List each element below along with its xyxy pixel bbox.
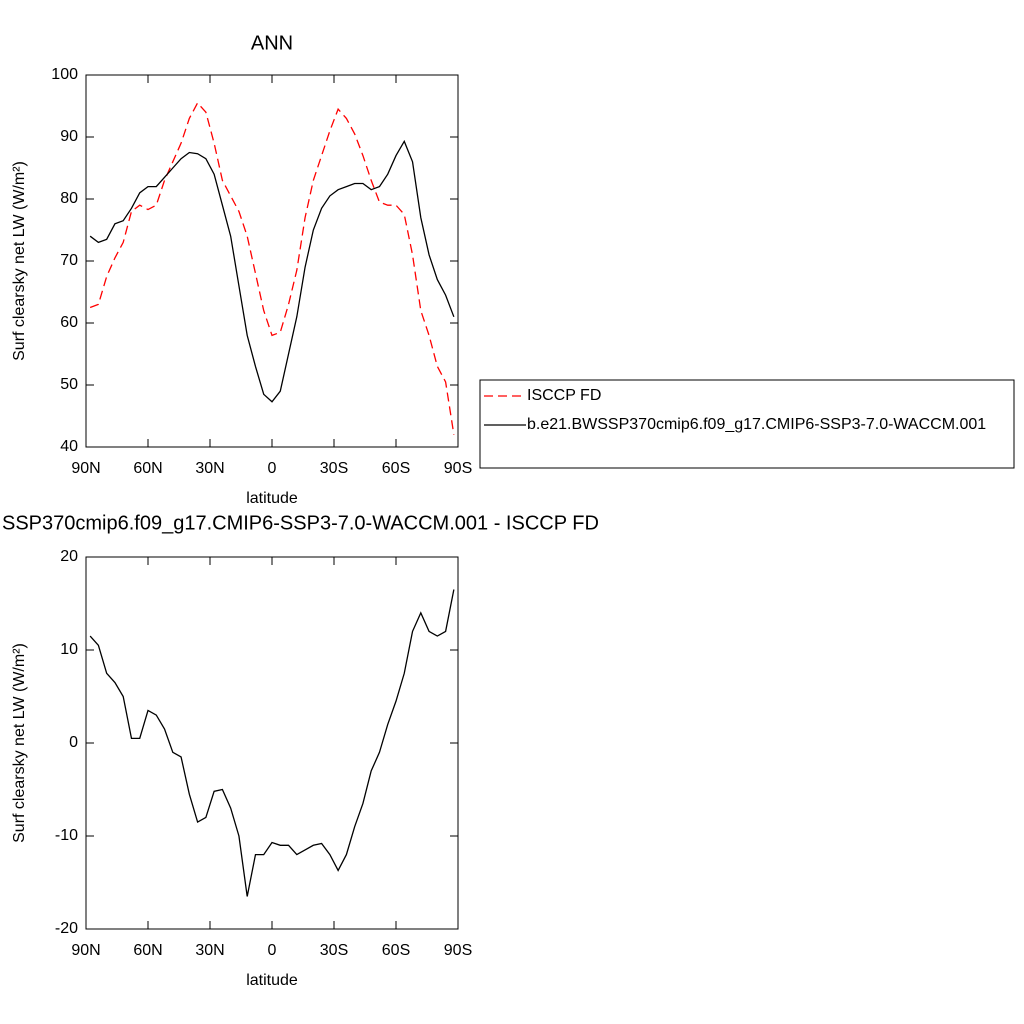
x-tick-label: 60N: [133, 460, 162, 477]
x-tick-label: 30S: [320, 460, 348, 477]
plot-frame: [85, 74, 459, 448]
x-tick-label: 0: [268, 942, 277, 959]
legend-label: ISCCP FD: [527, 387, 601, 404]
data-line: [89, 139, 455, 403]
data-line: [89, 101, 455, 435]
x-tick-label: 30S: [320, 942, 348, 959]
y-tick-label: -20: [55, 920, 78, 937]
x-tick-label: 90N: [71, 942, 100, 959]
y-tick-label: 60: [60, 314, 78, 331]
x-tick-label: 30N: [195, 942, 224, 959]
legend-label: b.e21.BWSSP370cmip6.f09_g17.CMIP6-SSP3-7…: [527, 416, 986, 433]
x-tick-label: 90S: [444, 460, 472, 477]
x-tick-label: 30N: [195, 460, 224, 477]
y-axis-label: Surf clearsky net LW (W/m²): [11, 643, 28, 843]
y-tick-label: -10: [55, 827, 78, 844]
y-tick-label: 20: [60, 548, 78, 565]
plot-frame: [85, 556, 459, 930]
y-tick-label: 70: [60, 252, 78, 269]
legend-box: [479, 379, 1015, 469]
x-axis-label: latitude: [246, 490, 298, 507]
chart-title: SSP370cmip6.f09_g17.CMIP6-SSP3-7.0-WACCM…: [2, 512, 599, 534]
x-tick-label: 90S: [444, 942, 472, 959]
y-tick-label: 90: [60, 128, 78, 145]
data-line: [89, 589, 455, 897]
x-tick-label: 60S: [382, 460, 410, 477]
y-tick-label: 40: [60, 438, 78, 455]
x-tick-label: 60S: [382, 942, 410, 959]
y-tick-label: 50: [60, 376, 78, 393]
y-tick-label: 10: [60, 641, 78, 658]
y-tick-label: 100: [51, 66, 78, 83]
y-tick-label: 0: [69, 734, 78, 751]
x-tick-label: 90N: [71, 460, 100, 477]
x-axis-label: latitude: [246, 972, 298, 989]
x-tick-label: 60N: [133, 942, 162, 959]
x-tick-label: 0: [268, 460, 277, 477]
chart-title: ANN: [251, 32, 293, 54]
y-tick-label: 80: [60, 190, 78, 207]
y-axis-label: Surf clearsky net LW (W/m²): [11, 161, 28, 361]
